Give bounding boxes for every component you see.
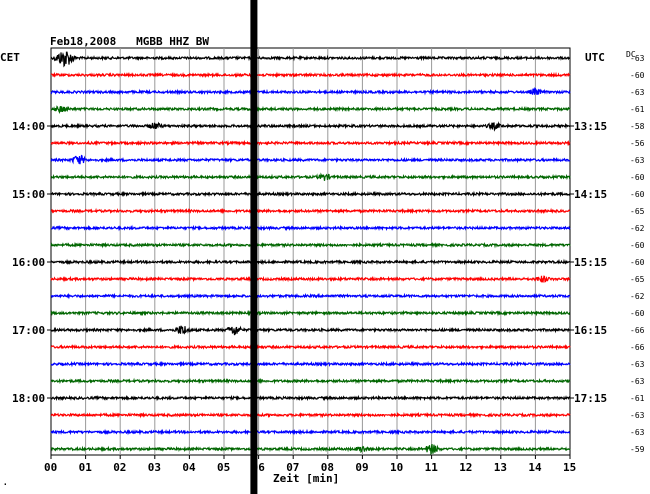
x-tick-label: 01: [79, 461, 93, 474]
trace-group: [50, 0, 571, 494]
x-tick-label: 08: [321, 461, 334, 474]
seismic-trace: [50, 411, 571, 419]
seismic-trace: [50, 394, 571, 402]
x-tick-label: 04: [182, 461, 196, 474]
seismic-trace: [50, 139, 571, 147]
seismic-trace: [50, 258, 571, 266]
dc-offset-labels: -63 -60 -63 -61 -58 -56 -63 -60 -60 -65 -62 -60 -60 -…: [630, 54, 645, 454]
dc-offset-label: -58: [630, 122, 645, 131]
left-hour-label: 18:00: [12, 392, 45, 405]
seismic-trace: [50, 443, 571, 455]
x-tick-label: 15: [563, 461, 576, 474]
x-tick-label: 06: [252, 461, 266, 474]
right-hour-label: 14:15: [574, 188, 607, 201]
x-tick-label: 11: [425, 461, 439, 474]
seismic-trace: [50, 309, 571, 317]
dc-offset-label: -65: [630, 207, 645, 216]
seismic-trace: [50, 292, 571, 300]
dc-offset-label: -63: [630, 411, 645, 420]
dc-offset-label: -60: [630, 309, 645, 318]
dc-offset-label: -62: [630, 292, 645, 301]
x-tick-label: 03: [148, 461, 161, 474]
seismic-trace: [50, 224, 571, 232]
seismic-trace: [50, 325, 571, 336]
dc-offset-label: -63: [630, 156, 645, 165]
left-hour-label: 14:00: [12, 120, 45, 133]
x-tick-label: 00: [44, 461, 57, 474]
dc-offset-label: -63: [630, 428, 645, 437]
right-hour-label: 17:15: [574, 392, 607, 405]
gap-marker-bar: [250, 0, 258, 494]
seismic-trace: [50, 105, 571, 114]
seismic-trace: [50, 190, 571, 198]
plot-frame: [50, 47, 571, 456]
x-tick-label: 02: [113, 461, 126, 474]
right-hour-label: 13:15: [574, 120, 607, 133]
corner-mark: .: [2, 475, 9, 488]
dc-offset-label: -60: [630, 173, 645, 182]
right-hour-label: 16:15: [574, 324, 607, 337]
dc-offset-label: -60: [630, 190, 645, 199]
x-tick-label: 09: [355, 461, 368, 474]
left-hour-label: 17:00: [12, 324, 45, 337]
seismic-trace: [50, 428, 571, 436]
seismic-trace: [50, 154, 571, 165]
seismic-trace: [50, 275, 571, 283]
x-axis-label: Zeit [min]: [273, 472, 339, 485]
left-hour-label: 16:00: [12, 256, 45, 269]
seismic-trace: [50, 121, 570, 132]
seismic-trace: [50, 71, 571, 79]
dc-offset-label: -66: [630, 326, 645, 335]
seismic-trace: [50, 377, 571, 385]
dc-offset-label: -60: [630, 71, 645, 80]
dc-offset-label: -66: [630, 343, 645, 352]
dc-offset-label: -61: [630, 105, 645, 114]
right-timezone-label: UTC: [585, 51, 605, 64]
dc-offset-label: -60: [630, 241, 645, 250]
x-tick-label: 12: [459, 461, 472, 474]
x-tick-label: 13: [494, 461, 507, 474]
seismic-trace: [50, 241, 571, 249]
dc-offset-label: -61: [630, 394, 645, 403]
x-tick-label: 14: [528, 461, 542, 474]
left-timezone-label: CET: [0, 51, 20, 64]
dc-offset-label: -63: [630, 377, 645, 386]
dc-offset-label: -56: [630, 139, 645, 148]
seismic-trace: [50, 360, 571, 368]
seismic-trace: [50, 172, 571, 181]
dc-offset-label: -65: [630, 275, 645, 284]
grid-lines: [50, 47, 571, 456]
right-hour-label: 15:15: [574, 256, 607, 269]
dc-offset-label: -62: [630, 224, 645, 233]
x-axis-ticks: 00 01 02 03 04 05 06 07 08 09 10 11 12 13 14 15: [44, 455, 576, 474]
seismic-trace: [50, 51, 571, 68]
dc-offset-label: -63: [630, 88, 645, 97]
left-hour-labels: 14:00 15:00 16:00 17:00 18:00: [12, 120, 51, 405]
x-tick-label: 07: [286, 461, 299, 474]
dc-offset-label: -60: [630, 258, 645, 267]
chart-title: Feb18,2008 MGBB HHZ BW: [50, 35, 209, 48]
seismic-trace: [51, 207, 571, 215]
right-hour-labels: 13:15 14:15 15:15 16:15 17:15: [570, 120, 607, 405]
left-hour-label: 15:00: [12, 188, 45, 201]
x-tick-label: 05: [217, 461, 230, 474]
seismic-trace: [50, 87, 571, 96]
dc-header-label: DC: [626, 50, 636, 59]
dc-offset-label: -63: [630, 360, 645, 369]
dc-offset-label: -59: [630, 445, 645, 454]
dc-offset-label: -63: [630, 54, 645, 63]
x-tick-label: 10: [390, 461, 403, 474]
seismic-trace: [50, 343, 571, 351]
